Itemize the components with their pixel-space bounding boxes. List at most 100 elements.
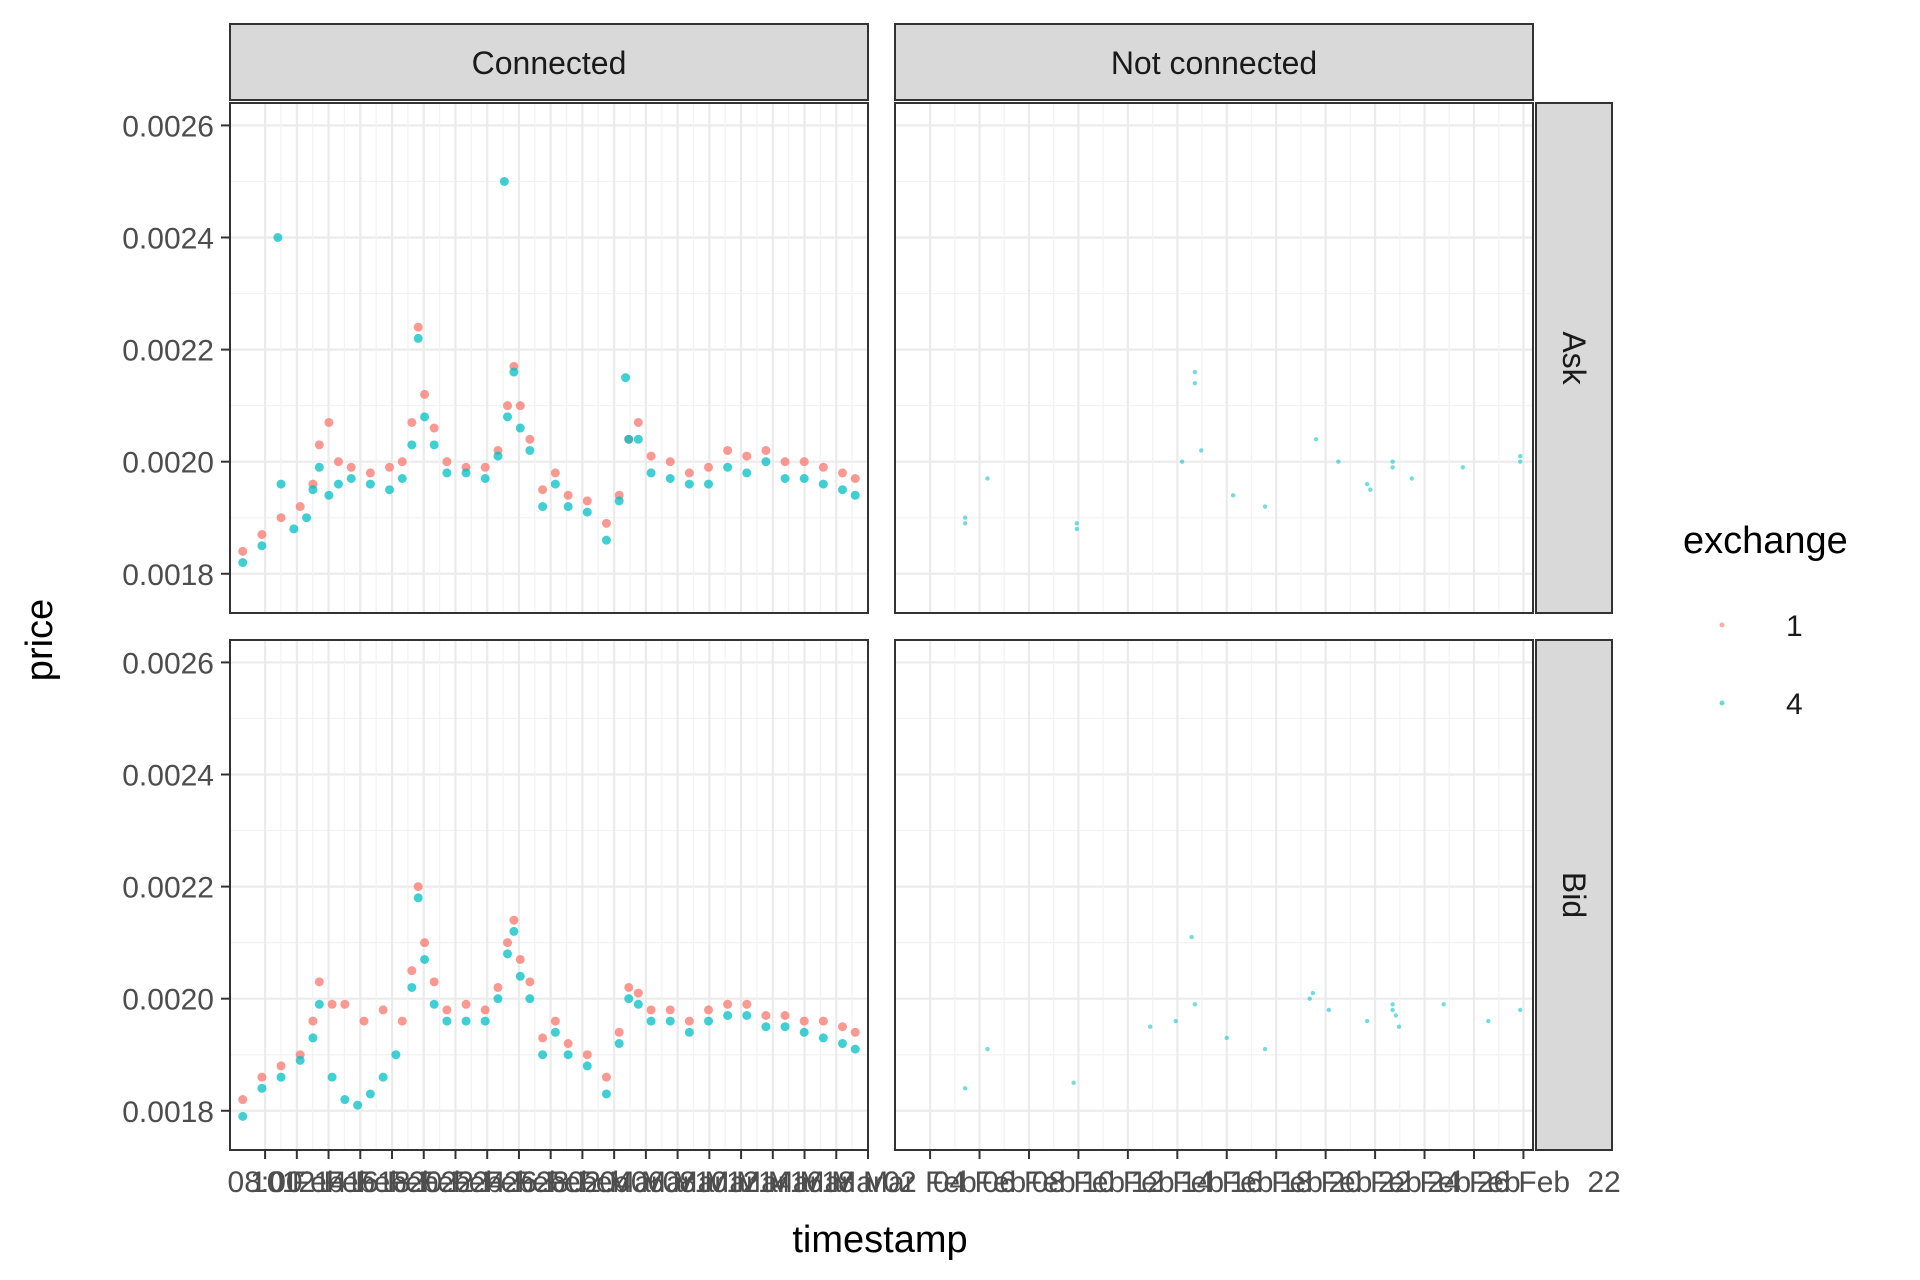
facet-strip-column-0: Connected [229, 23, 869, 101]
x-tick-label: 22 Feb [1378, 1166, 1471, 1199]
facet-strip-label: Not connected [1111, 45, 1317, 81]
data-point-series-1 [550, 1016, 560, 1026]
x-tick-label: 14 Mar [758, 1166, 851, 1199]
x-tick-label: 16 Mar [790, 1166, 883, 1199]
data-point-series-1 [538, 485, 548, 495]
legend-entry-1: 1 [1719, 610, 1803, 643]
data-point-series-4 [962, 521, 968, 526]
data-point-series-1 [407, 966, 417, 976]
panel-background [230, 103, 868, 613]
panel-not-connected-bid [895, 640, 1533, 1150]
data-point-series-4 [509, 367, 519, 377]
data-point-series-4 [1192, 1002, 1198, 1007]
data-point-series-4 [633, 434, 643, 444]
data-point-series-4 [1224, 1035, 1229, 1041]
axes-layer: 0.0018 0.0020 0.0022 0.0024 0.0026 0.0018 0.00… [122, 110, 1620, 1199]
data-point-series-4 [704, 479, 713, 489]
data-point-series-1 [333, 457, 343, 467]
data-point-series-4 [614, 496, 624, 506]
panel-border [229, 102, 869, 614]
strips-layer: Connected Not connected Ask Bid [229, 23, 1613, 1151]
data-point-series-4 [353, 1100, 363, 1110]
data-point-series-1 [742, 451, 752, 461]
data-point-series-4 [550, 479, 560, 489]
data-point-series-4 [525, 445, 535, 455]
data-point-series-4 [1199, 448, 1204, 453]
legend-key-4 [1719, 700, 1725, 706]
data-point-series-4 [1313, 437, 1319, 442]
data-point-series-1 [633, 988, 643, 998]
data-point-series-4 [742, 1010, 752, 1020]
data-point-series-1 [503, 401, 513, 411]
data-point-series-4 [818, 1033, 828, 1043]
data-point-series-4 [624, 994, 634, 1004]
data-point-series-4 [633, 999, 643, 1009]
y-tick-label: 0.0018 [122, 559, 214, 592]
data-point-series-4 [837, 1039, 847, 1049]
data-point-series-1 [257, 530, 267, 540]
data-point-series-1 [480, 1005, 490, 1015]
data-point-series-4 [601, 1089, 611, 1099]
facet-strip-background [229, 23, 869, 101]
data-point-series-1 [397, 1016, 407, 1026]
x-tick-label: 08 Mar [663, 1166, 756, 1199]
data-point-series-1 [538, 1033, 548, 1043]
data-point-series-4 [538, 1050, 548, 1060]
data-point-series-1 [295, 502, 305, 512]
y-tick-label: 0.0026 [122, 110, 214, 143]
data-point-series-1 [276, 1061, 286, 1071]
data-point-series-4 [461, 1016, 471, 1026]
x-tick-label: 02 Mar [567, 1166, 660, 1199]
data-point-series-1 [420, 389, 430, 399]
x-tick-label: 18 Feb [1279, 1166, 1372, 1199]
data-point-series-4 [684, 1027, 694, 1037]
x-tick-label: 20 Feb [409, 1166, 502, 1199]
panel-border [894, 639, 1534, 1151]
y-tick-label: 0.0024 [122, 760, 214, 793]
data-point-series-1 [780, 1010, 790, 1020]
legend: exchange 1 4 [1683, 520, 1848, 721]
data-point-series-1 [385, 462, 394, 472]
data-point-series-4 [761, 457, 771, 467]
data-point-series-1 [324, 417, 334, 427]
data-point-series-4 [1486, 1018, 1491, 1024]
data-point-series-1 [442, 1005, 452, 1015]
data-point-series-1 [420, 938, 430, 948]
data-point-series-4 [1518, 453, 1523, 459]
x-tick-label: 08:00 [228, 1166, 303, 1199]
data-point-series-4 [413, 333, 423, 343]
data-point-series-1 [429, 977, 439, 987]
data-point-series-4 [1393, 1013, 1399, 1018]
data-point-series-4 [1307, 996, 1312, 1001]
data-point-series-4 [493, 994, 503, 1004]
data-point-series-4 [1409, 476, 1414, 481]
data-point-series-4 [818, 479, 828, 489]
data-point-series-4 [429, 440, 439, 450]
data-point-series-4 [295, 1055, 305, 1065]
data-point-series-4 [1441, 1002, 1446, 1007]
x-tick-label: 16 Feb [1230, 1166, 1323, 1199]
panel-not-connected-ask [895, 103, 1533, 613]
data-point-series-1 [624, 982, 634, 992]
data-point-series-1 [378, 1005, 388, 1015]
data-point-series-4 [1390, 1002, 1395, 1007]
panel-connected-ask [230, 103, 870, 613]
data-point-series-1 [723, 999, 733, 1009]
y-tick-label: 0.0022 [122, 872, 214, 905]
data-point-series-4 [684, 479, 694, 489]
data-point-series-4 [515, 971, 525, 981]
data-point-series-4 [601, 535, 611, 545]
y-tick-label: 0.0020 [122, 984, 214, 1017]
x-tick-label: 10 Mar [694, 1166, 787, 1199]
data-point-series-1 [780, 457, 790, 467]
data-point-series-4 [1192, 381, 1198, 386]
data-point-series-4 [704, 1016, 713, 1026]
facet-strip-background [1535, 102, 1613, 614]
facet-strip-label: Bid [1556, 872, 1592, 918]
data-point-series-4 [276, 479, 286, 489]
data-point-series-4 [1460, 465, 1466, 470]
data-point-series-4 [257, 1083, 267, 1093]
data-point-series-1 [397, 457, 407, 467]
y-tick-label: 0.0018 [122, 1096, 214, 1129]
